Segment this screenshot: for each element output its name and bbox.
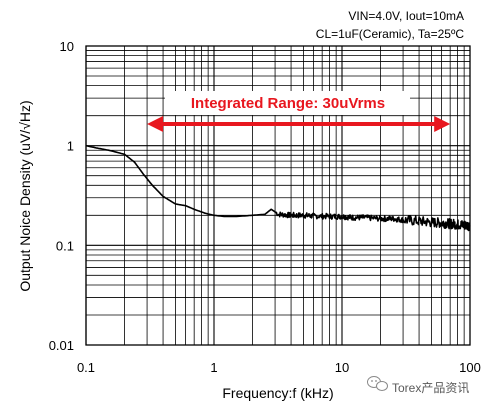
y-tick-label: 0.1 — [56, 238, 74, 253]
series-layer — [85, 144, 471, 232]
integrated-range-annotation: Integrated Range: 30uVrms — [147, 91, 451, 132]
arrow-head-right — [434, 116, 451, 132]
x-tick-label: 10 — [335, 360, 349, 375]
x-tick-labels: 0.1 1 10 100 — [77, 360, 481, 375]
condition-line-2: CL=1uF(Ceramic), Ta=25ºC — [316, 27, 465, 41]
series-line — [85, 144, 471, 232]
watermark-text: Torex产品资讯 — [392, 381, 469, 395]
condition-line-1: VIN=4.0V, Iout=10mA — [348, 9, 464, 23]
x-axis-title: Frequency:f (kHz) — [222, 385, 333, 401]
x-tick-label: 1 — [210, 360, 217, 375]
watermark: Torex产品资讯 — [367, 376, 469, 395]
x-tick-label: 100 — [459, 360, 481, 375]
plot-frame — [85, 45, 471, 346]
x-tick-label: 0.1 — [77, 360, 95, 375]
y-axis-title: Output Noice Density (uV/√Hz) — [17, 100, 33, 291]
annotation-label: Integrated Range: 30uVrms — [191, 95, 385, 112]
arrow-head-left — [147, 116, 164, 132]
grid — [85, 46, 470, 346]
range-arrow — [147, 116, 451, 132]
wechat-icon — [367, 376, 388, 391]
y-tick-label: 1 — [67, 139, 74, 154]
y-tick-label: 10 — [60, 39, 74, 54]
y-tick-label: 0.01 — [49, 338, 74, 353]
y-tick-labels: 10 1 0.1 0.01 — [49, 39, 74, 353]
annotation-banner-bg — [165, 91, 410, 115]
